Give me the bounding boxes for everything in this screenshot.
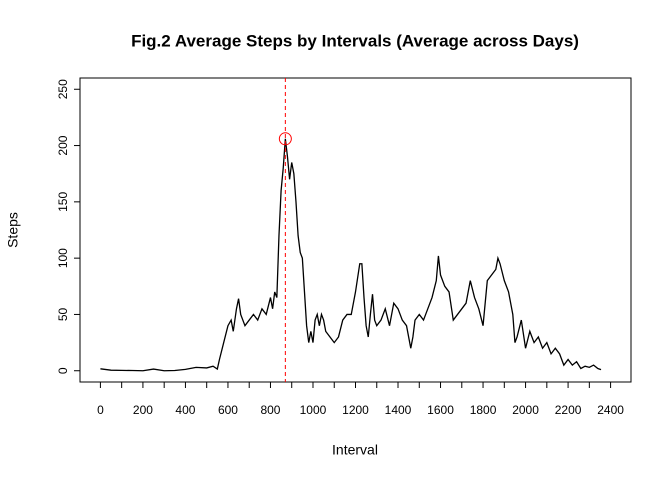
plot-box — [79, 77, 632, 383]
x-tick-label: 2000 — [512, 403, 539, 417]
x-tick-label: 400 — [175, 403, 195, 417]
y-tick-label: 200 — [56, 135, 70, 155]
y-tick-label: 50 — [56, 307, 70, 321]
x-tick-label: 1000 — [300, 403, 327, 417]
y-tick-label: 0 — [56, 367, 70, 374]
x-tick-label: 2400 — [597, 403, 624, 417]
x-tick-label: 600 — [218, 403, 238, 417]
y-tick-label: 100 — [56, 248, 70, 268]
x-tick-label: 200 — [133, 403, 153, 417]
y-tick-label: 250 — [56, 79, 70, 99]
x-tick-label: 2200 — [555, 403, 582, 417]
x-tick-label: 1200 — [342, 403, 369, 417]
x-axis-label: Interval — [332, 442, 378, 458]
x-tick-label: 0 — [97, 403, 104, 417]
x-tick-label: 1600 — [427, 403, 454, 417]
max-marker — [278, 132, 292, 146]
x-tick-label: 1800 — [470, 403, 497, 417]
data-line — [100, 138, 602, 372]
y-tick-label: 150 — [56, 192, 70, 212]
x-tick-label: 1400 — [385, 403, 412, 417]
x-tick-label: 800 — [260, 403, 280, 417]
y-axis-label: Steps — [5, 212, 21, 248]
chart-title: Fig.2 Average Steps by Intervals (Averag… — [131, 31, 579, 50]
